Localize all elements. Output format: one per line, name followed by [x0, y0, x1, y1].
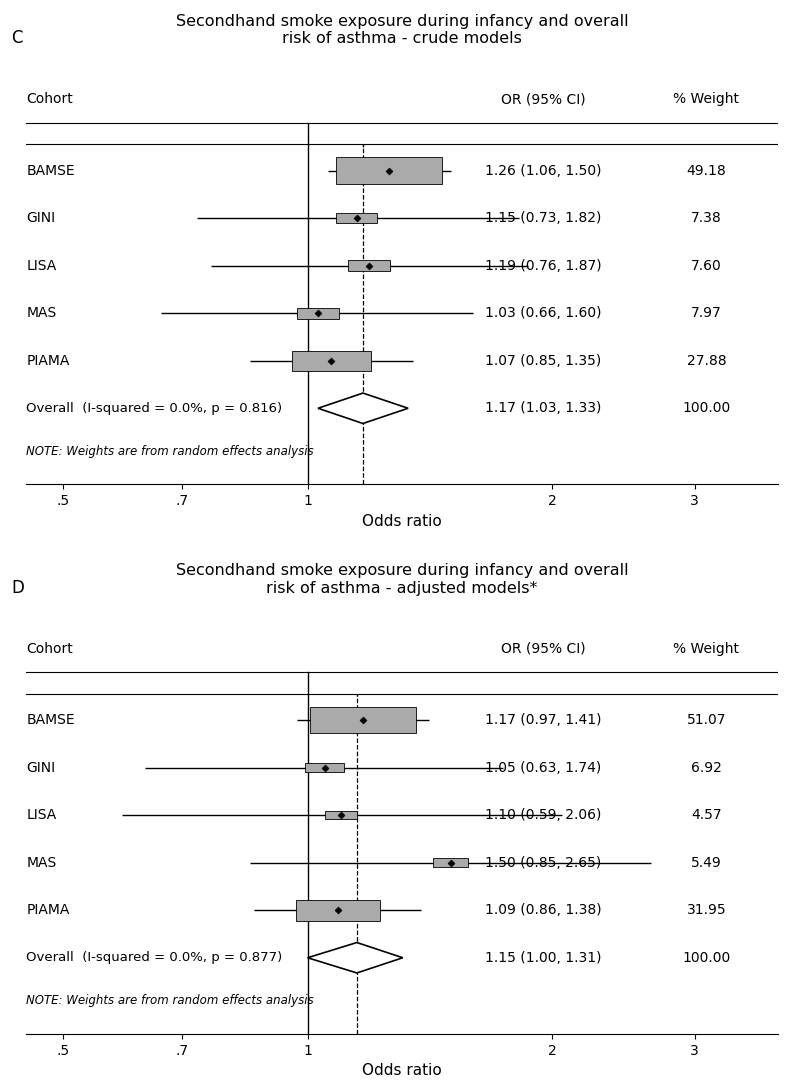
Text: LISA: LISA [26, 808, 56, 822]
Text: 1.10 (0.59, 2.06): 1.10 (0.59, 2.06) [485, 808, 601, 822]
Text: 31.95: 31.95 [687, 903, 726, 917]
Text: 7.97: 7.97 [691, 306, 722, 320]
Text: 1.19 (0.76, 1.87): 1.19 (0.76, 1.87) [485, 259, 601, 273]
X-axis label: Odds ratio: Odds ratio [362, 513, 442, 529]
Bar [310, 707, 416, 734]
Text: 51.07: 51.07 [687, 713, 726, 727]
Text: Cohort: Cohort [26, 92, 73, 106]
Text: 27.88: 27.88 [687, 354, 726, 368]
Text: PIAMA: PIAMA [26, 903, 70, 917]
Bar [297, 308, 339, 319]
Text: % Weight: % Weight [673, 642, 740, 655]
Text: BAMSE: BAMSE [26, 164, 74, 178]
Bar [433, 858, 468, 867]
Title: Secondhand smoke exposure during infancy and overall
risk of asthma - adjusted m: Secondhand smoke exposure during infancy… [176, 563, 628, 596]
Text: MAS: MAS [26, 856, 56, 869]
Bar [306, 762, 345, 772]
Text: 100.00: 100.00 [682, 401, 730, 415]
Text: GINI: GINI [26, 760, 55, 774]
Text: Overall  (I-squared = 0.0%, p = 0.877): Overall (I-squared = 0.0%, p = 0.877) [26, 951, 283, 964]
Bar [326, 811, 357, 819]
Bar [348, 260, 390, 271]
Text: LISA: LISA [26, 259, 56, 273]
Text: 1.07 (0.85, 1.35): 1.07 (0.85, 1.35) [485, 354, 601, 368]
Text: 1.26 (1.06, 1.50): 1.26 (1.06, 1.50) [485, 164, 601, 178]
Bar [337, 157, 442, 183]
Text: 1.03 (0.66, 1.60): 1.03 (0.66, 1.60) [485, 306, 601, 320]
Text: MAS: MAS [26, 306, 56, 320]
Text: OR (95% CI): OR (95% CI) [501, 642, 585, 655]
Text: 5.49: 5.49 [691, 856, 722, 869]
Polygon shape [307, 942, 403, 973]
Text: Cohort: Cohort [26, 642, 73, 655]
Text: % Weight: % Weight [673, 92, 740, 106]
Title: Secondhand smoke exposure during infancy and overall
risk of asthma - crude mode: Secondhand smoke exposure during infancy… [176, 14, 628, 46]
Text: 1.05 (0.63, 1.74): 1.05 (0.63, 1.74) [485, 760, 601, 774]
Text: NOTE: Weights are from random effects analysis: NOTE: Weights are from random effects an… [26, 444, 314, 458]
Text: 1.17 (1.03, 1.33): 1.17 (1.03, 1.33) [485, 401, 601, 415]
Bar [296, 900, 379, 921]
Text: 6.92: 6.92 [691, 760, 722, 774]
Text: 7.38: 7.38 [691, 211, 722, 225]
Text: 1.09 (0.86, 1.38): 1.09 (0.86, 1.38) [485, 903, 601, 917]
Text: OR (95% CI): OR (95% CI) [501, 92, 585, 106]
Bar [291, 351, 371, 371]
Text: BAMSE: BAMSE [26, 713, 74, 727]
Text: 1.50 (0.85, 2.65): 1.50 (0.85, 2.65) [485, 856, 601, 869]
Text: D: D [11, 579, 24, 596]
Text: C: C [11, 29, 23, 47]
Text: 100.00: 100.00 [682, 951, 730, 964]
Text: 1.15 (0.73, 1.82): 1.15 (0.73, 1.82) [485, 211, 601, 225]
X-axis label: Odds ratio: Odds ratio [362, 1064, 442, 1078]
Text: 7.60: 7.60 [691, 259, 722, 273]
Text: Overall  (I-squared = 0.0%, p = 0.816): Overall (I-squared = 0.0%, p = 0.816) [26, 402, 282, 415]
Text: NOTE: Weights are from random effects analysis: NOTE: Weights are from random effects an… [26, 994, 314, 1007]
Text: 4.57: 4.57 [691, 808, 722, 822]
Text: 1.15 (1.00, 1.31): 1.15 (1.00, 1.31) [485, 951, 601, 964]
Bar [337, 213, 377, 223]
Text: 49.18: 49.18 [687, 164, 726, 178]
Polygon shape [318, 393, 408, 424]
Text: PIAMA: PIAMA [26, 354, 70, 368]
Text: GINI: GINI [26, 211, 55, 225]
Text: 1.17 (0.97, 1.41): 1.17 (0.97, 1.41) [485, 713, 601, 727]
